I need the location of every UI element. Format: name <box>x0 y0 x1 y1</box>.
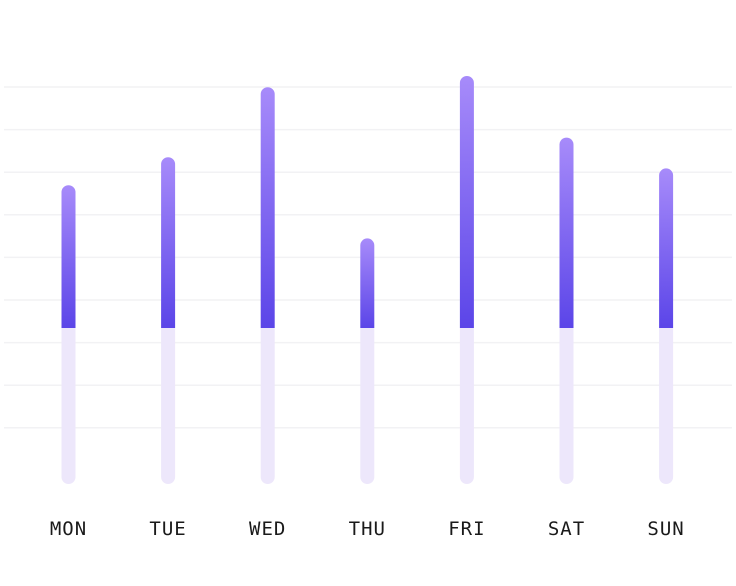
tick-label-tue: TUE <box>149 518 186 540</box>
day-labels: MON TUE WED THU FRI SAT SUN <box>50 518 684 540</box>
bar-track-mon <box>61 328 76 485</box>
bar-track-fri <box>459 328 474 485</box>
bar-track-tue <box>161 328 176 485</box>
tick-label-sun: SUN <box>647 518 684 540</box>
bar-mon <box>61 185 76 328</box>
bar-tracks <box>61 328 674 485</box>
tick-label-fri: FRI <box>448 518 485 540</box>
bar-track-thu <box>360 328 375 485</box>
bar-track-sun <box>659 328 674 485</box>
bar-sun <box>659 168 674 328</box>
bar-wed <box>260 87 275 328</box>
tick-label-thu: THU <box>349 518 386 540</box>
bar-sat <box>559 137 574 328</box>
bar-thu <box>360 238 375 328</box>
bars <box>61 76 674 328</box>
tick-label-wed: WED <box>249 518 286 540</box>
bar-track-sat <box>559 328 574 485</box>
tick-label-mon: MON <box>50 518 87 540</box>
tick-label-sat: SAT <box>548 518 585 540</box>
bar-fri <box>459 76 474 328</box>
bar-tue <box>161 157 176 328</box>
bar-track-wed <box>260 328 275 485</box>
